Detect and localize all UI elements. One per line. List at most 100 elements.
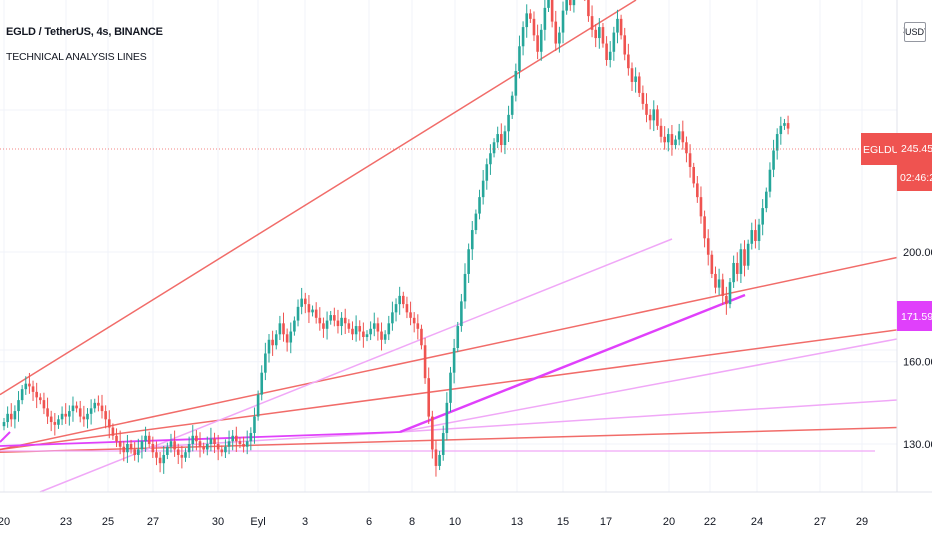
candle-body xyxy=(754,230,757,242)
price-axis[interactable]: 3 200.00160.00130.00 xyxy=(896,0,932,492)
time-tick-label: 29 xyxy=(856,516,868,528)
candle-body xyxy=(503,131,507,146)
price-badges: EGLDUSDT 245.45 02:46:24 171.59 xyxy=(0,133,932,331)
price-tick-label: 200.00 xyxy=(903,247,932,259)
trend-line-purple xyxy=(399,293,746,434)
candle-body xyxy=(510,95,514,115)
candle-body xyxy=(438,454,441,466)
candle-body xyxy=(706,238,710,255)
candle-body xyxy=(351,328,354,335)
candle-body xyxy=(416,323,420,329)
candle-body xyxy=(735,262,739,274)
candle-body xyxy=(24,383,28,390)
candle-body xyxy=(9,413,13,420)
candle-body xyxy=(343,317,347,324)
candle-body xyxy=(57,419,60,425)
candle-body xyxy=(641,92,645,104)
candle-body xyxy=(394,304,398,313)
candle-body xyxy=(60,413,64,420)
candle-body xyxy=(775,134,779,151)
time-tick-label: 3 xyxy=(302,516,308,528)
candle-body xyxy=(648,114,652,121)
candle-body xyxy=(423,345,427,379)
candle-body xyxy=(434,449,438,466)
candle-body xyxy=(739,249,743,274)
time-tick-label: 6 xyxy=(366,516,372,528)
symbol-badge-bg xyxy=(861,133,897,165)
time-tick-label: 10 xyxy=(449,516,461,528)
candle-body xyxy=(616,18,619,33)
candle-body xyxy=(354,326,358,335)
candle-body xyxy=(151,444,155,453)
candle-body xyxy=(786,123,790,129)
price-badge-countdown: 02:46:24 xyxy=(900,172,932,184)
candle-body xyxy=(452,348,456,373)
candle-body xyxy=(224,446,227,453)
candle-body xyxy=(656,109,659,126)
indicator-legend[interactable]: TECHNICAL ANALYSIS LINES xyxy=(6,51,147,63)
candle-body xyxy=(659,125,663,137)
candle-body xyxy=(779,125,783,135)
candle-body xyxy=(445,402,449,434)
currency-button[interactable]: USDT xyxy=(904,22,926,42)
candle-body xyxy=(561,10,565,33)
candle-body xyxy=(362,331,365,338)
candle-body xyxy=(89,408,93,414)
candle-body xyxy=(129,444,133,450)
candle-body xyxy=(53,422,57,425)
candle-body xyxy=(340,317,343,327)
purple-badge-price: 171.59 xyxy=(901,311,932,323)
candle-body xyxy=(242,444,245,447)
candle-body xyxy=(238,441,242,444)
candle-body xyxy=(514,70,518,96)
time-tick-label: 30 xyxy=(212,516,224,528)
candle-body xyxy=(772,150,775,170)
candle-body xyxy=(75,405,78,409)
candle-body xyxy=(329,315,332,321)
candle-body xyxy=(231,435,234,442)
candle-body xyxy=(612,32,616,52)
candle-body xyxy=(6,413,9,423)
trend-line-purple xyxy=(399,399,898,433)
price-tick-label: 160.00 xyxy=(903,357,932,369)
candle-body xyxy=(267,339,271,354)
candle-body xyxy=(543,7,547,30)
candle-body xyxy=(674,139,677,146)
candle-body xyxy=(590,16,594,30)
candle-body xyxy=(529,13,532,19)
candle-body xyxy=(496,134,499,143)
candle-body xyxy=(307,304,311,313)
candle-body xyxy=(565,0,568,11)
time-tick-label: 20 xyxy=(0,516,10,528)
candle-body xyxy=(365,334,369,338)
candle-body xyxy=(126,444,129,453)
candle-body xyxy=(42,400,46,409)
candle-body xyxy=(525,13,529,28)
candle-body xyxy=(35,391,38,398)
candle-body xyxy=(162,454,166,464)
candle-body xyxy=(289,331,293,343)
candle-body xyxy=(314,309,318,318)
candle-body xyxy=(325,320,329,329)
candle-body xyxy=(558,32,561,44)
trend-line-red xyxy=(0,0,637,396)
candle-body xyxy=(202,446,205,450)
candle-body xyxy=(420,328,423,346)
candle-body xyxy=(17,400,20,412)
candle-body xyxy=(71,405,75,412)
candle-body xyxy=(431,416,434,450)
candle-body xyxy=(187,444,191,453)
candle-body xyxy=(619,18,623,36)
candle-body xyxy=(594,29,597,39)
candle-body xyxy=(460,301,463,327)
candle-body xyxy=(623,35,627,55)
candle-body xyxy=(663,136,666,143)
candle-body xyxy=(412,317,416,324)
symbol-legend[interactable]: EGLD / TetherUS, 4s, BINANCE xyxy=(6,26,163,38)
candle-body xyxy=(634,76,637,82)
trend-line-purple xyxy=(399,338,898,433)
candle-body xyxy=(278,323,282,335)
time-axis[interactable]: 20 23 25 27 30 Eyl 3 6 8 10 13 15 17 20 22 24 27 29 xyxy=(0,491,932,528)
